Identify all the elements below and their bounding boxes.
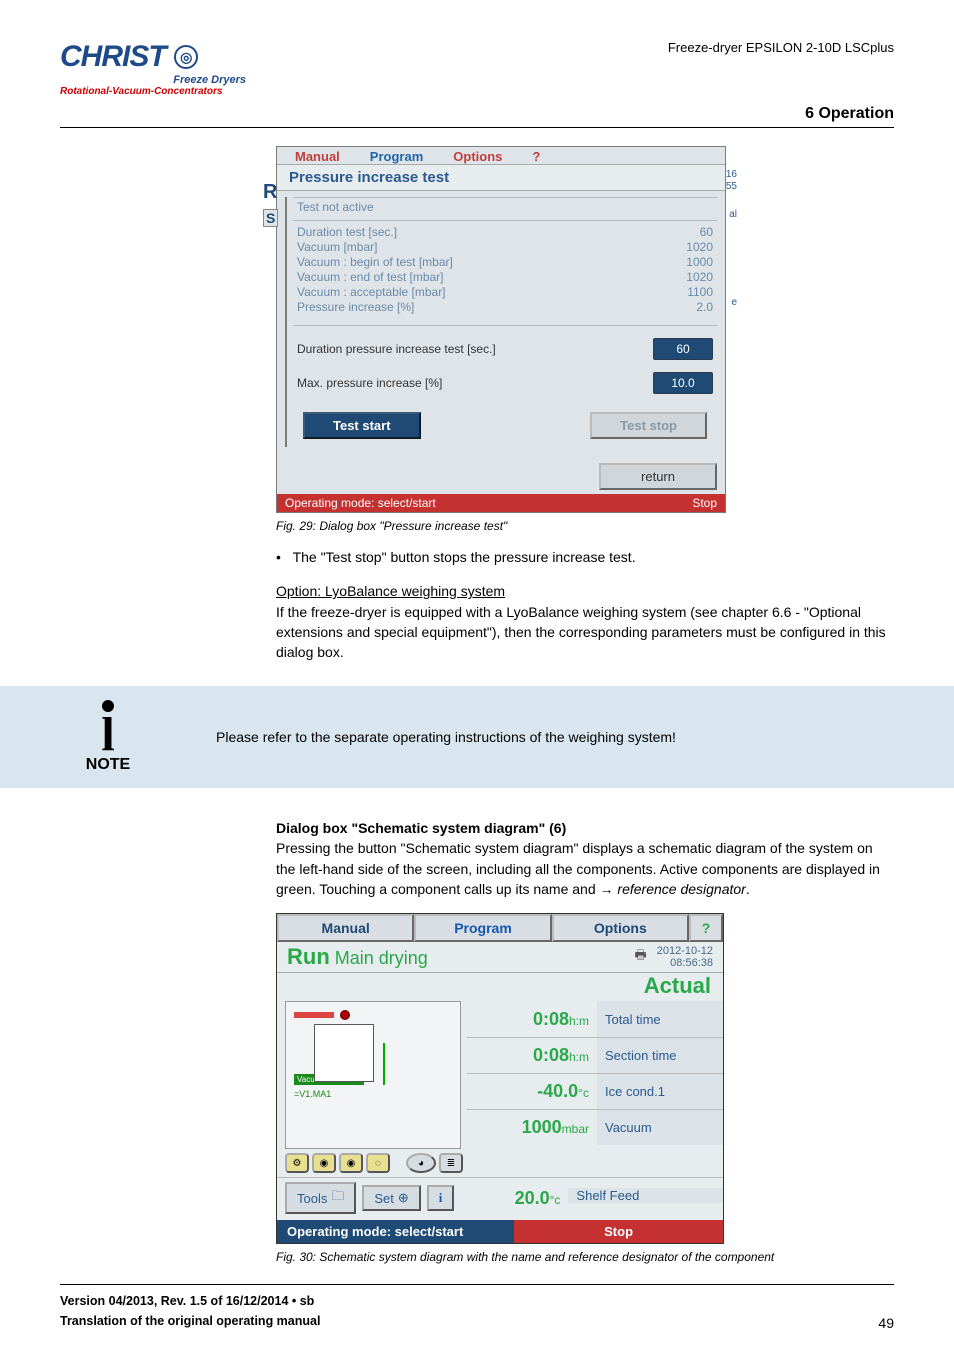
fig29-caption: Fig. 29: Dialog box "Pressure increase t… [276, 519, 894, 533]
lbl-vacuum: Vacuum [597, 1110, 723, 1145]
option-body: If the freeze-dryer is equipped with a L… [276, 604, 886, 661]
run-date: 2012-10-12 08:56:38 [657, 945, 713, 969]
page-number: 49 [878, 1315, 894, 1331]
max-pressure-label: Max. pressure increase [%] [297, 376, 442, 390]
param-value: 60 [700, 225, 713, 240]
test-stop-button[interactable]: Test stop [590, 412, 707, 439]
param-label: Vacuum : begin of test [mbar] [297, 255, 453, 270]
logo: CHRIST ◎ Freeze Dryers Rotational-Vacuum… [60, 40, 280, 97]
side-letter-r: R [263, 181, 277, 204]
dialog6-heading: Dialog box "Schematic system diagram" (6… [276, 820, 566, 836]
val-shelf-feed: 20.0°c [460, 1188, 568, 1209]
option-heading: Option: LyoBalance weighing system [276, 583, 505, 599]
lbl-shelf-feed: Shelf Feed [568, 1188, 723, 1203]
mini-icon-3[interactable]: ◉ [339, 1153, 363, 1173]
tab-help[interactable]: ? [689, 914, 723, 942]
bullet1-text: The "Test stop" button stops the pressur… [293, 549, 636, 565]
param-list: Duration test [sec.] 60 Vacuum [mbar] 1020… [293, 221, 717, 326]
val-ice-cond: -40.0°c [467, 1081, 597, 1102]
run-rest: Main drying [335, 948, 428, 968]
set-button[interactable]: Set⊕ [362, 1185, 420, 1211]
lbl-ice-cond: Ice cond.1 [597, 1074, 723, 1109]
note-label: NOTE [0, 756, 216, 774]
actual-label: Actual [277, 973, 723, 1001]
param-label: Vacuum [mbar] [297, 240, 377, 255]
dialog1-tabs: Manual Program Options ? [277, 147, 725, 164]
duration-pressure-label: Duration pressure increase test [sec.] [297, 342, 496, 356]
info-icon-body: l [0, 718, 216, 752]
edge-al: al [729, 209, 737, 220]
val-vacuum: 1000mbar [467, 1117, 597, 1138]
dialog1-title: Pressure increase test [277, 164, 725, 191]
logo-sub2: Rotational-Vacuum-Concentrators [60, 86, 280, 97]
mini-icon-gauge[interactable]: ◕ [406, 1153, 436, 1173]
edge-55: 55 [726, 181, 737, 192]
tab-manual[interactable]: Manual [295, 149, 340, 164]
pressure-increase-dialog: R S 16 55 al e Manual Program Options ? … [276, 146, 726, 513]
val-total-time: 0:08h:m [467, 1009, 597, 1030]
tab-program[interactable]: Program [370, 149, 423, 164]
mini-icon-2[interactable]: ◉ [312, 1153, 336, 1173]
mini-icon-1[interactable]: ⚙ [285, 1153, 309, 1173]
footer-line1: Version 04/2013, Rev. 1.5 of 16/12/2014 … [60, 1291, 320, 1311]
lbl-total-time: Total time [597, 1001, 723, 1037]
val-section-time: 0:08h:m [467, 1045, 597, 1066]
mini-icon-list[interactable]: ≣ [439, 1153, 463, 1173]
tab-options[interactable]: Options [453, 149, 502, 164]
note-text: Please refer to the separate operating i… [216, 729, 894, 745]
side-letter-s: S [263, 209, 278, 227]
tools-button[interactable]: Tools🗀 [285, 1182, 356, 1214]
bullet-test-stop: • The "Test stop" button stops the press… [276, 547, 894, 567]
duration-pressure-value[interactable]: 60 [653, 338, 713, 360]
param-label: Vacuum : end of test [mbar] [297, 270, 444, 285]
option-block: Option: LyoBalance weighing system If th… [276, 581, 894, 662]
param-label: Vacuum : acceptable [mbar] [297, 285, 446, 300]
lbl-section-time: Section time [597, 1038, 723, 1073]
foot-stop[interactable]: Stop [692, 496, 717, 510]
note-box: l NOTE Please refer to the separate oper… [0, 686, 954, 788]
run-big: Run [287, 944, 330, 969]
test-not-active: Test not active [293, 197, 717, 221]
logo-sub1: Freeze Dryers [60, 74, 246, 86]
date2: 08:56:38 [657, 957, 713, 969]
dialog2-foot-right[interactable]: Stop [514, 1220, 723, 1243]
max-pressure-value[interactable]: 10.0 [653, 372, 713, 394]
info-button[interactable]: i [427, 1185, 455, 1211]
edge-16: 16 [726, 169, 737, 180]
param-value: 1100 [687, 285, 713, 300]
dialog2-foot-left[interactable]: Operating mode: select/start [277, 1220, 514, 1243]
tab-help[interactable]: ? [532, 149, 540, 164]
run-status: Run Main drying [287, 944, 428, 970]
edge-e: e [731, 297, 737, 308]
section-heading: 6 Operation [60, 105, 894, 123]
date1: 2012-10-12 [657, 945, 713, 957]
logo-text: CHRIST [60, 40, 166, 74]
param-value: 1020 [686, 240, 713, 255]
logo-circle-icon: ◎ [174, 45, 198, 69]
foot-mode[interactable]: Operating mode: select/start [285, 496, 436, 510]
return-button[interactable]: return [599, 463, 717, 490]
param-label: Pressure increase [%] [297, 300, 414, 315]
folder-icon: 🗀 [331, 1187, 344, 1209]
tab-program[interactable]: Program [414, 914, 551, 942]
footer-line2: Translation of the original operating ma… [60, 1311, 320, 1331]
mini-icon-4[interactable]: ◌ [366, 1153, 390, 1173]
doc-title: Freeze-dryer EPSILON 2-10D LSCplus [668, 40, 894, 55]
tab-manual[interactable]: Manual [277, 914, 414, 942]
tab-options[interactable]: Options [552, 914, 689, 942]
test-start-button[interactable]: Test start [303, 412, 421, 439]
fig30-caption: Fig. 30: Schematic system diagram with t… [276, 1250, 894, 1264]
schematic-dialog: Manual Program Options ? Run Main drying… [276, 913, 724, 1244]
param-value: 1020 [686, 270, 713, 285]
printer-icon[interactable]: 🖶 [634, 946, 646, 968]
param-value: 2.0 [696, 300, 713, 315]
dialog6-block: Dialog box "Schematic system diagram" (6… [276, 818, 894, 899]
dialog1-footer: Operating mode: select/start Stop [277, 494, 725, 512]
schematic-diagram[interactable]: Vacuum =V1.MA1 [285, 1001, 461, 1149]
param-label: Duration test [sec.] [297, 225, 397, 240]
param-value: 1000 [686, 255, 713, 270]
plus-icon: ⊕ [398, 1190, 409, 1206]
page-footer: Version 04/2013, Rev. 1.5 of 16/12/2014 … [60, 1284, 894, 1331]
